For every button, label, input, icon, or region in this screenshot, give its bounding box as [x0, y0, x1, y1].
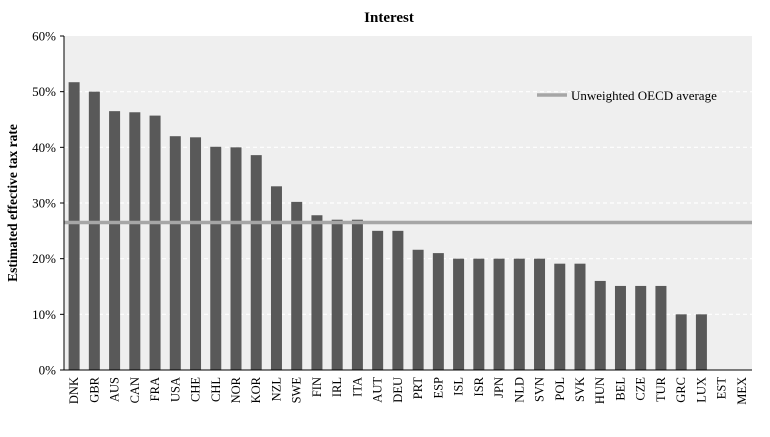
x-tick-label: DNK: [67, 377, 81, 404]
y-tick-label: 60%: [32, 29, 56, 44]
x-tick-label: ITA: [350, 377, 364, 397]
x-tick-label: MEX: [735, 377, 749, 405]
bar-tur: [655, 285, 667, 370]
bar-can: [129, 112, 141, 370]
y-tick-label: 40%: [32, 140, 56, 155]
bar-prt: [412, 249, 424, 370]
bar-dnk: [68, 82, 80, 370]
x-tick-label: ISR: [472, 376, 486, 396]
bar-isr: [473, 258, 485, 370]
bar-hun: [594, 280, 606, 370]
y-tick-label: 20%: [32, 251, 56, 266]
y-axis: 0% 10% 20% 30% 40% 50% 60%: [32, 29, 64, 378]
x-tick-label: CHE: [189, 377, 203, 402]
x-tick-label: SVK: [573, 377, 587, 402]
x-tick-label: CAN: [128, 377, 142, 403]
x-tick-label: GBR: [87, 376, 101, 402]
y-axis-label: Estimated effective tax rate: [5, 124, 20, 282]
bar-irl: [331, 219, 343, 370]
bar-gbr: [88, 91, 100, 371]
x-tick-label: DEU: [391, 377, 405, 403]
x-tick-label: POL: [553, 377, 567, 401]
bar-isl: [453, 258, 465, 370]
x-tick-label: FIN: [310, 377, 324, 397]
bar-bel: [614, 285, 626, 370]
bar-svk: [574, 263, 586, 370]
x-tick-label: ESP: [431, 377, 445, 399]
x-tick-label: IRL: [330, 377, 344, 397]
bar-nld: [513, 258, 525, 370]
bar-swe: [291, 201, 303, 370]
bar-jpn: [493, 258, 505, 370]
bars: [68, 82, 707, 371]
y-tick-label: 30%: [32, 196, 56, 211]
bar-kor: [250, 155, 262, 370]
x-tick-label: TUR: [654, 376, 668, 402]
y-tick-label: 10%: [32, 307, 56, 322]
x-tick-label: AUS: [108, 377, 122, 402]
x-tick-label: CHL: [209, 377, 223, 402]
bar-pol: [554, 263, 566, 370]
x-tick-label: EST: [715, 377, 729, 400]
bar-usa: [169, 136, 181, 370]
y-tick-label: 0%: [39, 363, 57, 378]
x-tick-label: PRT: [411, 377, 425, 400]
x-tick-label: KOR: [249, 376, 263, 403]
x-tick-label: JPN: [492, 377, 506, 398]
chart-title: Interest: [364, 10, 414, 26]
bar-chl: [210, 146, 222, 370]
x-tick-label: LUX: [694, 377, 708, 403]
bar-nor: [230, 147, 242, 370]
legend: Unweighted OECD average: [537, 88, 717, 103]
bar-fin: [311, 215, 323, 370]
bar-lux: [695, 314, 707, 370]
x-tick-label: HUN: [593, 377, 607, 404]
x-tick-label: ISL: [452, 377, 466, 396]
x-tick-label: SWE: [290, 377, 304, 404]
bar-esp: [432, 253, 444, 370]
bar-cze: [635, 285, 647, 370]
bar-ita: [351, 219, 363, 370]
bar-che: [190, 137, 202, 370]
bar-fra: [149, 115, 161, 370]
x-tick-label: NZL: [269, 377, 283, 401]
x-tick-label: NLD: [512, 377, 526, 403]
x-tick-label: SVN: [533, 377, 547, 402]
bar-deu: [392, 230, 404, 370]
legend-label: Unweighted OECD average: [571, 88, 717, 103]
bar-aus: [109, 111, 121, 371]
x-axis: DNK GBR AUS CAN FRA USA CHE CHL NOR KOR NZL SWE FIN I…: [67, 376, 749, 404]
x-tick-label: BEL: [613, 377, 627, 401]
bar-grc: [675, 314, 687, 370]
x-tick-label: AUT: [371, 377, 385, 403]
x-tick-label: FRA: [148, 377, 162, 401]
bar-nzl: [270, 186, 282, 370]
bar-svn: [534, 258, 546, 370]
y-tick-label: 50%: [32, 84, 56, 99]
bar-aut: [372, 230, 384, 370]
x-tick-label: CZE: [634, 377, 648, 401]
x-tick-label: USA: [168, 377, 182, 402]
x-tick-label: GRC: [674, 377, 688, 403]
x-tick-label: NOR: [229, 376, 243, 403]
